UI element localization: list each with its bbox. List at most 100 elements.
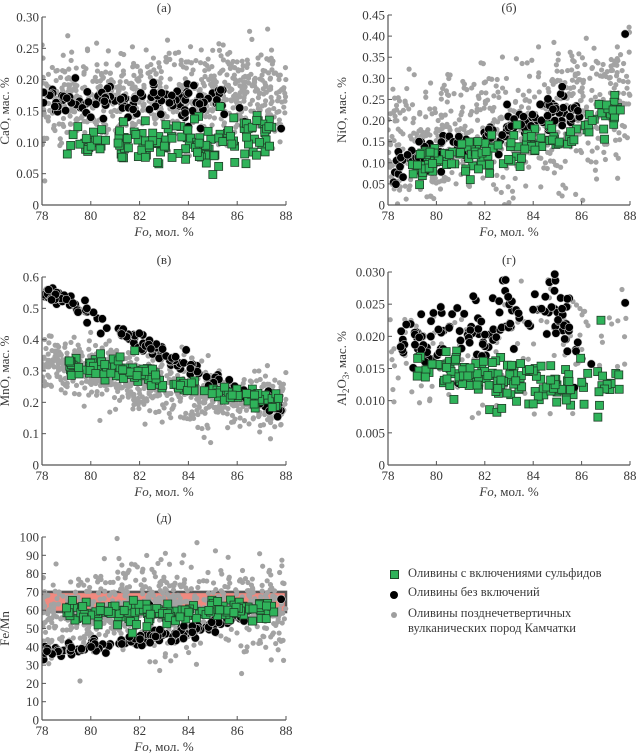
gray-point bbox=[49, 620, 55, 626]
gray-point bbox=[118, 630, 124, 637]
gray-point bbox=[208, 402, 214, 408]
gray-point bbox=[97, 596, 103, 602]
gray-point bbox=[209, 64, 215, 70]
gray-point bbox=[129, 85, 135, 91]
legend-item-kamchatka-olivines: Оливины позднечетвертичных вулканических… bbox=[386, 606, 636, 636]
gray-point bbox=[46, 333, 52, 339]
gray-point bbox=[58, 387, 64, 393]
gray-point bbox=[51, 364, 57, 370]
gray-point bbox=[598, 333, 604, 339]
gray-point bbox=[234, 588, 240, 595]
gray-point bbox=[569, 77, 575, 83]
gray-point bbox=[593, 176, 600, 182]
black-point bbox=[468, 291, 478, 301]
gray-point bbox=[164, 591, 171, 598]
gray-point bbox=[536, 70, 542, 76]
gray-point bbox=[394, 142, 400, 148]
gray-point bbox=[218, 567, 224, 574]
gray-point bbox=[519, 60, 525, 67]
gray-point bbox=[177, 582, 183, 588]
green-square-point bbox=[227, 139, 237, 149]
black-point bbox=[62, 93, 72, 103]
black-point bbox=[157, 344, 167, 354]
gray-point bbox=[150, 55, 157, 61]
gray-point bbox=[77, 678, 83, 684]
gray-point bbox=[158, 68, 164, 75]
gray-point bbox=[144, 64, 150, 70]
gray-point bbox=[71, 391, 78, 397]
black-point bbox=[536, 115, 546, 125]
gray-point bbox=[71, 334, 77, 340]
gray-point bbox=[151, 569, 157, 576]
gray-point bbox=[199, 425, 205, 432]
gray-point bbox=[406, 186, 412, 193]
black-point bbox=[514, 308, 524, 318]
gray-point bbox=[241, 79, 247, 86]
gray-point bbox=[452, 121, 458, 127]
gray-point bbox=[120, 570, 126, 576]
gray-point bbox=[458, 112, 464, 118]
gray-point bbox=[171, 62, 177, 68]
green-square-point bbox=[447, 159, 456, 169]
gray-point bbox=[607, 80, 614, 87]
gray-point bbox=[614, 363, 621, 370]
black-point bbox=[401, 320, 411, 330]
y-tick-label: 0 bbox=[379, 458, 386, 473]
gray-point bbox=[258, 52, 264, 58]
gray-point bbox=[140, 591, 146, 597]
black-point bbox=[428, 308, 438, 318]
black-point bbox=[501, 275, 511, 285]
y-tick-label: 0.030 bbox=[356, 265, 385, 280]
gray-point bbox=[580, 77, 587, 83]
black-point bbox=[144, 105, 154, 115]
gray-point bbox=[243, 105, 249, 112]
black-point bbox=[82, 87, 92, 97]
y-tick-label: 50 bbox=[26, 621, 39, 636]
gray-point bbox=[132, 400, 138, 406]
gray-point bbox=[147, 408, 153, 414]
gray-point bbox=[277, 139, 283, 145]
panel-title: (а) bbox=[157, 0, 171, 15]
gray-point bbox=[250, 640, 256, 646]
gray-point bbox=[612, 137, 619, 143]
black-point bbox=[68, 298, 78, 308]
gray-point bbox=[480, 61, 486, 67]
gray-point bbox=[244, 74, 251, 80]
gray-point bbox=[51, 613, 57, 619]
gray-point bbox=[276, 117, 282, 123]
gray-point bbox=[275, 647, 281, 653]
gray-point bbox=[621, 90, 627, 96]
panel-d: 78 80 82 84 86 8800.0050.0100.0150.0200.0250.… bbox=[334, 252, 637, 499]
gray-point bbox=[279, 620, 285, 626]
gray-point bbox=[126, 567, 132, 573]
green-square-point bbox=[181, 144, 191, 154]
gray-point bbox=[142, 421, 148, 427]
gray-point bbox=[237, 577, 243, 583]
gray-point bbox=[220, 42, 226, 48]
gray-point bbox=[267, 75, 274, 81]
black-point bbox=[519, 112, 529, 122]
black-point bbox=[171, 629, 181, 639]
black-point bbox=[410, 340, 420, 350]
green-square-point bbox=[561, 395, 571, 405]
gray-point bbox=[42, 575, 46, 581]
gray-point bbox=[76, 391, 82, 397]
gray-point bbox=[444, 99, 450, 105]
green-square-point bbox=[130, 346, 140, 356]
gray-point bbox=[166, 561, 173, 567]
gray-point bbox=[139, 569, 145, 575]
green-square-point bbox=[215, 102, 225, 112]
gray-point bbox=[218, 53, 224, 59]
green-square-point bbox=[117, 152, 127, 162]
green-square-point bbox=[208, 170, 218, 179]
gray-point bbox=[230, 58, 236, 65]
green-square-point bbox=[194, 138, 204, 148]
green-square-point bbox=[209, 151, 219, 161]
gray-point bbox=[190, 415, 197, 422]
x-axis-label: Fo, мол. % bbox=[133, 484, 193, 499]
black-point bbox=[478, 339, 488, 349]
gray-point bbox=[577, 305, 583, 312]
gray-point bbox=[267, 581, 274, 588]
gray-point bbox=[102, 580, 109, 586]
black-point bbox=[396, 326, 406, 336]
